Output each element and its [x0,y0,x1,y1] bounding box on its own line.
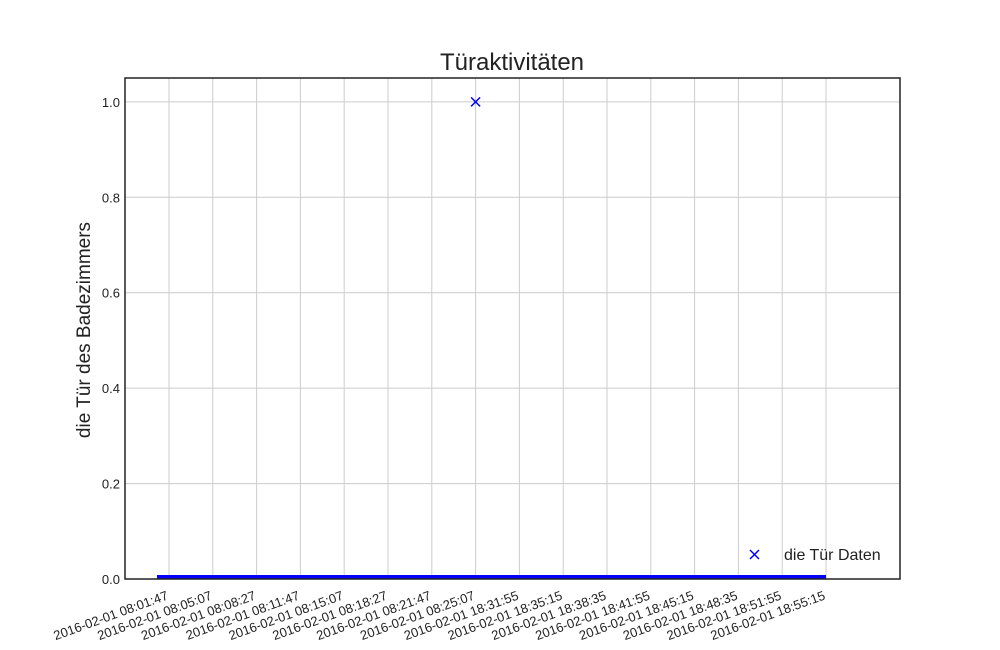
legend-marker-x [749,549,760,560]
y-axis-label: die Tür des Badezimmers [74,222,95,438]
legend: die Tür Daten [749,547,881,564]
y-tick-label: 0.6 [102,286,120,301]
y-tick-label: 0.4 [102,381,120,396]
legend-label: die Tür Daten [784,547,881,564]
y-tick-label: 0.0 [102,572,120,587]
y-tick-label: 1.0 [102,95,120,110]
plot-frame [124,77,901,580]
y-axis-ticks: 0.0 0.2 0.4 0.6 0.8 1.0 [102,95,120,587]
data-point-x-marker [470,96,481,107]
chart-title: Türaktivitäten [440,49,584,76]
y-tick-label: 0.2 [102,477,120,492]
plot-marks [157,96,826,579]
grid [125,78,900,580]
y-tick-label: 0.8 [102,190,120,205]
